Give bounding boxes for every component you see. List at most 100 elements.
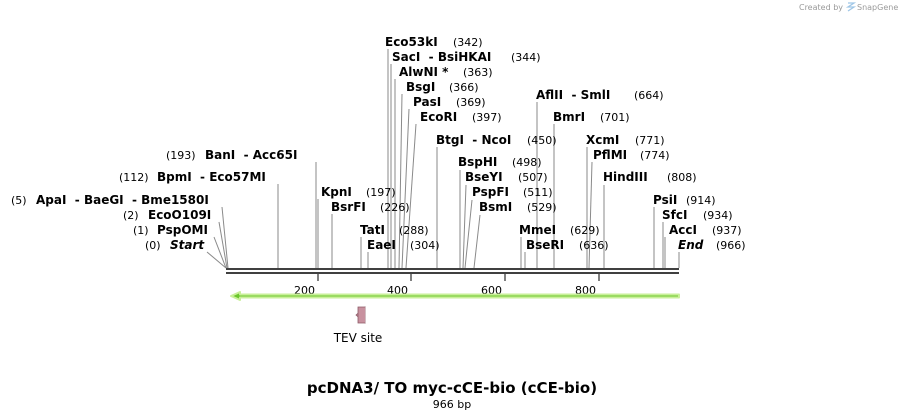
site-name: PspOMI [157,223,208,237]
restriction-site[interactable]: Eco53kI (342) [385,35,483,49]
site-position: (288) [399,224,429,237]
site-position: (1) [133,224,149,237]
site-name: BtgI - NcoI [436,133,511,147]
restriction-site[interactable]: End (966) [678,238,746,252]
site-name: ApaI - BaeGI - Bme1580I [36,193,209,207]
restriction-site[interactable]: BspHI (498) [458,155,542,169]
site-leader [401,108,410,269]
site-position: (914) [686,194,716,207]
restriction-site[interactable]: BsrFI (226) [331,200,410,214]
site-name: AccI [669,223,697,237]
site-name: BanI - Acc65I [205,148,297,162]
credit-brand: SnapGene [857,3,898,12]
restriction-site[interactable]: BseYI (507) [465,170,548,184]
restriction-site[interactable]: BsgI (366) [406,80,479,94]
site-leader [213,236,227,269]
sequence-backbone [226,268,679,274]
site-position: (304) [410,239,440,252]
restriction-site[interactable]: BmrI (701) [553,110,630,124]
restriction-site[interactable]: BtgI - NcoI (450) [436,133,557,147]
site-position: (197) [366,186,396,199]
site-leader [398,93,403,269]
site-position: (2) [123,209,139,222]
site-position: (636) [579,239,609,252]
restriction-site[interactable]: PsiI (914) [653,193,716,207]
site-name: BspHI [458,155,497,169]
site-position: (529) [527,201,557,214]
restriction-site[interactable]: AccI (937) [669,223,742,237]
site-position: (966) [716,239,746,252]
site-name: BseRI [526,238,564,252]
restriction-site[interactable]: SfcI (934) [662,208,733,222]
restriction-site[interactable]: PspFI (511) [472,185,553,199]
site-position: (363) [463,66,493,79]
feature-tev-site[interactable]: TEV site [333,306,383,345]
restriction-site[interactable]: (2) EcoO109I [123,208,211,222]
restriction-site[interactable]: MmeI (629) [519,223,600,237]
site-name: BpmI - Eco57MI [157,170,266,184]
restriction-site[interactable]: TatI (288) [360,223,429,237]
map-title: pcDNA3/ TO myc-cCE-bio (cCE-bio) [307,379,597,397]
site-position: (511) [523,186,553,199]
site-position: (937) [712,224,742,237]
site-name: XcmI [586,133,619,147]
orf-arrow[interactable] [230,291,680,301]
site-leader-lines [206,49,680,269]
restriction-sites: Eco53kI (342) SacI - BsiHKAI (344) AlwNI… [11,35,746,252]
site-position: (771) [635,134,665,147]
site-leader [206,251,227,269]
site-position: (701) [600,111,630,124]
restriction-site[interactable]: PasI (369) [413,95,486,109]
restriction-site[interactable]: EaeI (304) [367,238,440,252]
site-name: EcoRI [420,110,457,124]
site-name: SacI - BsiHKAI [392,50,491,64]
site-name: EcoO109I [148,208,211,222]
site-position: (226) [380,201,410,214]
site-position: (193) [166,149,196,162]
restriction-site[interactable]: (5) ApaI - BaeGI - Bme1580I [11,193,209,207]
site-leader [221,206,229,269]
site-name: BsrFI [331,200,366,214]
site-name: BmrI [553,110,585,124]
site-name: MmeI [519,223,556,237]
map-length: 966 bp [433,398,471,411]
site-name: PspFI [472,185,509,199]
restriction-site[interactable]: (1) PspOMI [133,223,208,237]
site-leader [464,199,473,269]
site-position: (342) [453,36,483,49]
site-name: PasI [413,95,441,109]
site-leader [473,214,481,269]
restriction-site[interactable]: HindIII (808) [603,170,697,184]
credit-prefix: Created by [799,3,843,12]
restriction-site[interactable]: BseRI (636) [526,238,609,252]
restriction-site[interactable]: XcmI (771) [586,133,665,147]
site-position: (5) [11,194,27,207]
site-position: (934) [703,209,733,222]
site-position: (629) [570,224,600,237]
site-leader [462,184,467,269]
restriction-site[interactable]: PflMI (774) [593,148,670,162]
site-name: BsmI [479,200,512,214]
restriction-site[interactable]: KpnI (197) [321,185,396,199]
site-position: (344) [511,51,541,64]
restriction-site[interactable]: (112) BpmI - Eco57MI [119,170,266,184]
site-position: (0) [145,239,161,252]
restriction-site[interactable]: AlwNI * (363) [399,65,493,79]
site-position: (808) [667,171,697,184]
restriction-site[interactable]: BsmI (529) [479,200,557,214]
restriction-site[interactable]: SacI - BsiHKAI (344) [392,50,541,64]
snapgene-logo-icon [845,2,857,12]
restriction-site[interactable]: (0) Start [145,238,205,252]
site-name: SfcI [662,208,687,222]
site-position: (397) [472,111,502,124]
site-name: BseYI [465,170,503,184]
site-position: (369) [456,96,486,109]
site-name: PsiI [653,193,677,207]
site-leader [218,221,228,269]
site-leader [405,123,417,269]
site-position: (774) [640,149,670,162]
restriction-site[interactable]: EcoRI (397) [420,110,502,124]
restriction-site[interactable]: (193) BanI - Acc65I [166,148,297,162]
restriction-site[interactable]: AflII - SmlI (664) [536,88,664,102]
